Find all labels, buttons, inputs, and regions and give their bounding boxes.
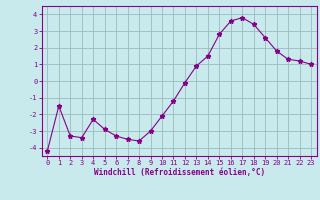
X-axis label: Windchill (Refroidissement éolien,°C): Windchill (Refroidissement éolien,°C): [94, 168, 265, 177]
